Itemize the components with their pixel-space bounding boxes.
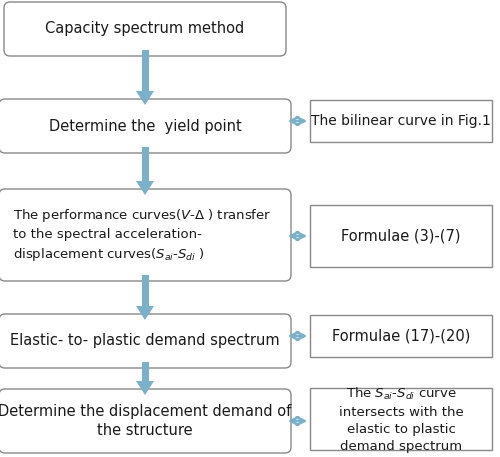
Bar [142,362,148,381]
Polygon shape [136,91,154,105]
Bar [142,275,148,306]
Text: Elastic- to- plastic demand spectrum: Elastic- to- plastic demand spectrum [10,334,280,349]
FancyBboxPatch shape [4,2,286,56]
Bar [310,100,492,142]
Bar [310,315,492,357]
Bar [310,205,492,267]
FancyBboxPatch shape [0,389,291,453]
Text: Determine the  yield point: Determine the yield point [48,118,242,133]
Polygon shape [136,181,154,195]
Text: Capacity spectrum method: Capacity spectrum method [46,21,244,37]
Bar [142,50,148,91]
FancyBboxPatch shape [0,189,291,281]
FancyBboxPatch shape [0,99,291,153]
Text: Formulae (3)-(7): Formulae (3)-(7) [341,228,461,244]
Polygon shape [136,381,154,395]
Bar [310,388,492,450]
Bar [142,147,148,181]
Text: Formulae (17)-(20): Formulae (17)-(20) [332,329,470,344]
Text: The $S_{ai}$-$S_{di}$ curve
intersects with the
elastic to plastic
demand spectr: The $S_{ai}$-$S_{di}$ curve intersects w… [338,385,464,452]
Text: Determine the displacement demand of
the structure: Determine the displacement demand of the… [0,404,292,438]
Text: The bilinear curve in Fig.1: The bilinear curve in Fig.1 [311,114,491,128]
Polygon shape [136,306,154,320]
Text: The performance curves($V$-$\Delta$ ) transfer
to the spectral acceleration-
dis: The performance curves($V$-$\Delta$ ) tr… [13,207,272,263]
FancyBboxPatch shape [0,314,291,368]
